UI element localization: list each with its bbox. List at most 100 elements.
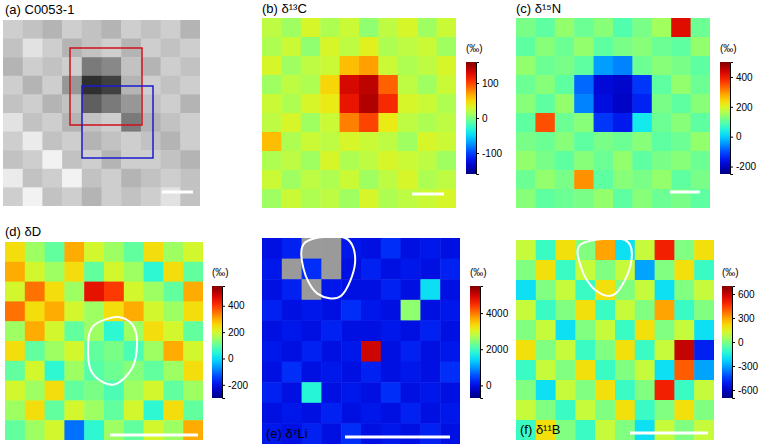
cell (652, 132, 672, 152)
cell (3, 113, 23, 132)
cell (281, 37, 301, 57)
cell (124, 282, 144, 302)
cell (420, 362, 440, 383)
scale-bar (630, 432, 708, 435)
cell (45, 400, 65, 420)
cell (42, 187, 62, 206)
cell (301, 94, 321, 114)
cell (674, 340, 694, 361)
tick-label: 100 (482, 78, 499, 89)
cell (180, 169, 200, 188)
panel-title: (d) δD (5, 224, 41, 239)
cell (121, 57, 141, 76)
cell (262, 170, 282, 190)
cell (420, 259, 440, 280)
cell (635, 400, 655, 421)
cell (84, 420, 104, 440)
cell (691, 18, 710, 38)
cell (613, 37, 633, 57)
tick-label: -600 (738, 385, 758, 396)
cell (535, 75, 555, 95)
cell (121, 20, 141, 39)
cell (340, 18, 360, 38)
cell (161, 187, 181, 206)
tick: 0 (730, 131, 742, 142)
cell (183, 341, 203, 361)
cell (378, 75, 398, 95)
cell (42, 169, 62, 188)
cell (440, 382, 460, 403)
cell (398, 170, 418, 190)
scale-bar (412, 193, 444, 196)
cell (595, 340, 615, 361)
cell (45, 262, 65, 282)
cell (321, 320, 341, 341)
cell (23, 20, 43, 39)
cell (594, 75, 614, 95)
cell (124, 242, 144, 262)
tick: 0 (222, 353, 234, 364)
cell (417, 56, 437, 76)
cell (535, 56, 555, 76)
cell (398, 56, 418, 76)
cell (535, 18, 555, 38)
cell (516, 189, 536, 208)
cell (556, 280, 576, 301)
panel-title: (b) δ¹³C (262, 1, 307, 16)
cell (45, 361, 65, 381)
cell (3, 39, 23, 58)
cell (516, 280, 536, 301)
cell (321, 423, 341, 444)
cell (341, 238, 361, 259)
cell (401, 362, 421, 383)
tick-mark (730, 137, 733, 138)
axis-line (223, 287, 226, 399)
cell (144, 282, 164, 302)
cell (23, 132, 43, 151)
cell (102, 132, 122, 151)
cell (282, 259, 302, 280)
cell (301, 75, 321, 95)
cell (183, 321, 203, 341)
cell (320, 56, 340, 76)
cell (320, 170, 340, 190)
cell (321, 403, 341, 424)
cell (62, 57, 82, 76)
tick-label: 0 (736, 131, 742, 142)
cell (262, 403, 282, 424)
cell (674, 380, 694, 401)
panel-title: (a) C0053-1 (5, 2, 74, 17)
cell (302, 320, 322, 341)
cell (23, 187, 43, 206)
cell (102, 113, 122, 132)
cell (378, 113, 398, 133)
cell (595, 360, 615, 381)
cell (652, 113, 672, 133)
tick-label: 400 (228, 300, 245, 311)
cell (575, 320, 595, 341)
cell (417, 151, 437, 171)
cell (536, 340, 556, 361)
cell (340, 75, 360, 95)
cell (23, 76, 43, 95)
colorbar (212, 286, 222, 398)
tick-mark (732, 390, 735, 391)
cell (437, 113, 456, 133)
cell (359, 189, 379, 208)
cell (183, 400, 203, 420)
cell (282, 362, 302, 383)
cell (3, 20, 23, 39)
cells (516, 18, 710, 208)
cells (262, 18, 456, 208)
cell (45, 321, 65, 341)
cell (613, 18, 633, 38)
cell (632, 37, 652, 57)
cell (536, 380, 556, 401)
cell (516, 75, 536, 95)
cell (341, 341, 361, 362)
cell (5, 420, 25, 440)
cell (613, 94, 633, 114)
colorbar-label: (‰) (212, 267, 229, 278)
cell (180, 39, 200, 58)
cell (82, 150, 102, 169)
